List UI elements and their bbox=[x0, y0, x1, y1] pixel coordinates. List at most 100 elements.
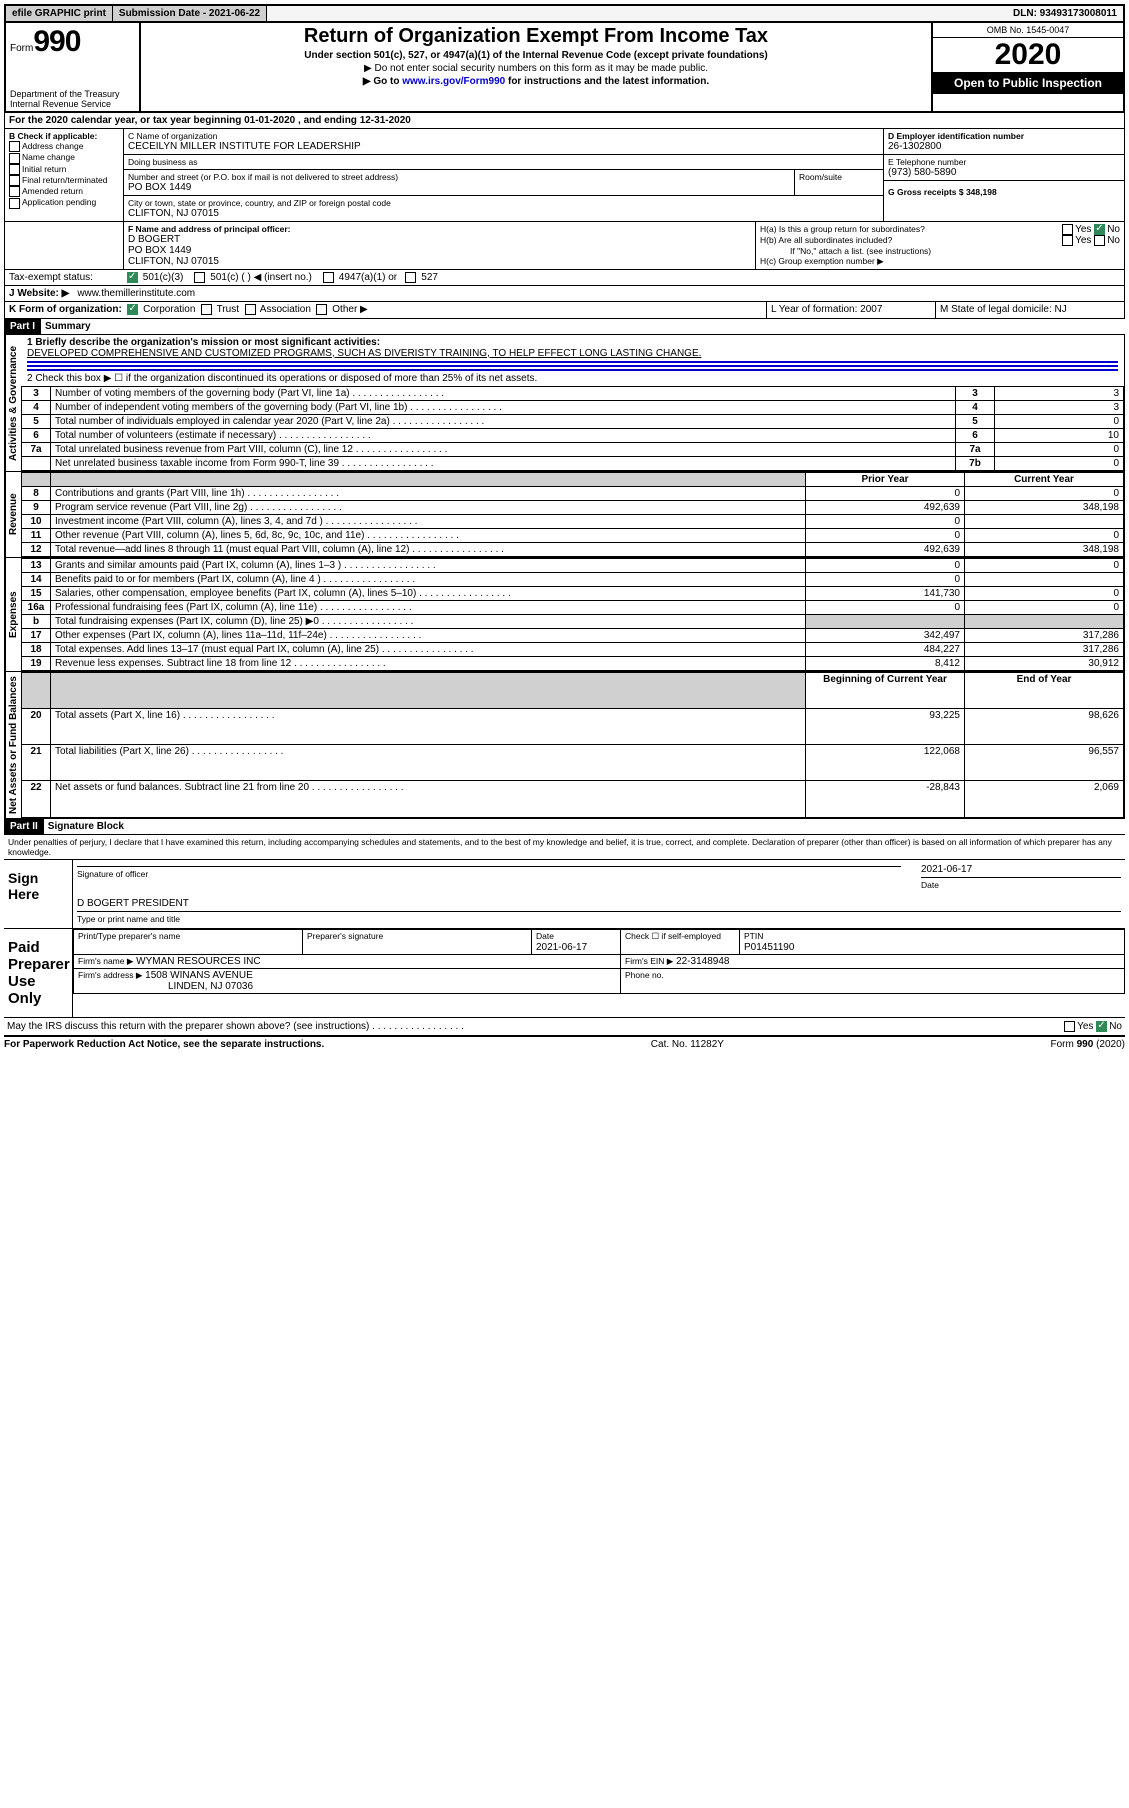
table-row: 15Salaries, other compensation, employee… bbox=[22, 586, 1124, 600]
table-row: 19Revenue less expenses. Subtract line 1… bbox=[22, 656, 1124, 670]
opt-final[interactable]: Final return/terminated bbox=[9, 175, 119, 186]
firm-ein-label: Firm's EIN ▶ bbox=[625, 956, 673, 966]
chk-trust[interactable] bbox=[201, 304, 212, 315]
part1-title: Summary bbox=[45, 321, 91, 332]
note2-pre: ▶ Go to bbox=[363, 76, 402, 87]
box-k: K Form of organization: Corporation Trus… bbox=[5, 302, 766, 317]
discuss-text: May the IRS discuss this return with the… bbox=[7, 1021, 1064, 1032]
declaration-text: Under penalties of perjury, I declare th… bbox=[4, 835, 1125, 860]
box-j: J Website: ▶ www.themillerinstitute.com bbox=[4, 286, 1125, 302]
side-expenses: Expenses bbox=[5, 558, 21, 671]
chk-assoc[interactable] bbox=[245, 304, 256, 315]
ein-value: 26-1302800 bbox=[888, 141, 1120, 152]
paid-preparer-row: Paid Preparer Use Only Print/Type prepar… bbox=[4, 929, 1125, 1018]
box-deg: D Employer identification number 26-1302… bbox=[884, 129, 1124, 221]
hb-no[interactable]: No bbox=[1107, 235, 1120, 246]
efile-print-button[interactable]: efile GRAPHIC print bbox=[6, 6, 113, 21]
hb-yes[interactable]: Yes bbox=[1075, 235, 1091, 246]
hb-label: H(b) Are all subordinates included? bbox=[760, 235, 892, 246]
discuss-yes: Yes bbox=[1077, 1021, 1093, 1032]
chk-other[interactable] bbox=[316, 304, 327, 315]
discuss-no-check[interactable] bbox=[1096, 1021, 1107, 1032]
box-i-label: Tax-exempt status: bbox=[5, 270, 123, 285]
firm-name-label: Firm's name ▶ bbox=[78, 956, 133, 966]
footer-right: Form 990 (2020) bbox=[1051, 1039, 1126, 1050]
chk-501c[interactable] bbox=[194, 272, 205, 283]
discuss-row: May the IRS discuss this return with the… bbox=[4, 1018, 1125, 1037]
topbar: efile GRAPHIC print Submission Date - 20… bbox=[4, 4, 1125, 23]
opt-527: 527 bbox=[421, 272, 438, 283]
form-number-block: Form990 Department of the Treasury Inter… bbox=[6, 23, 141, 111]
self-employed-check[interactable]: Check ☐ if self-employed bbox=[621, 929, 740, 954]
officer-addr2: CLIFTON, NJ 07015 bbox=[128, 256, 751, 267]
netassets-table: Beginning of Current YearEnd of Year20To… bbox=[21, 672, 1124, 818]
officer-name: D BOGERT bbox=[128, 234, 751, 245]
opt-pending[interactable]: Application pending bbox=[9, 197, 119, 208]
side-revenue: Revenue bbox=[5, 472, 21, 557]
city-value: CLIFTON, NJ 07015 bbox=[128, 208, 879, 219]
table-row: 4Number of independent voting members of… bbox=[22, 400, 1124, 414]
officer-addr1: PO BOX 1449 bbox=[128, 245, 751, 256]
box-b: B Check if applicable: Address change Na… bbox=[5, 129, 124, 221]
submission-date-button[interactable]: Submission Date - 2021-06-22 bbox=[113, 6, 267, 21]
chk-501c3[interactable] bbox=[127, 272, 138, 283]
dept-treasury: Department of the Treasury Internal Reve… bbox=[10, 89, 135, 109]
city-label: City or town, state or province, country… bbox=[128, 198, 879, 208]
firm-addr2-value: LINDEN, NJ 07036 bbox=[168, 981, 253, 992]
part1-header-row: Part I Summary bbox=[4, 319, 1125, 335]
box-b-label: B Check if applicable: bbox=[9, 131, 119, 141]
table-row: 22Net assets or fund balances. Subtract … bbox=[22, 781, 1124, 817]
table-row: 11Other revenue (Part VIII, column (A), … bbox=[22, 528, 1124, 542]
street-label: Number and street (or P.O. box if mail i… bbox=[128, 172, 790, 182]
phone-label: E Telephone number bbox=[888, 157, 1120, 167]
table-row: 16aProfessional fundraising fees (Part I… bbox=[22, 600, 1124, 614]
chk-4947[interactable] bbox=[323, 272, 334, 283]
dln-label: DLN: 93493173008011 bbox=[1007, 6, 1123, 21]
line-a: For the 2020 calendar year, or tax year … bbox=[4, 113, 1125, 129]
room-label: Room/suite bbox=[795, 170, 883, 195]
opt-initial[interactable]: Initial return bbox=[9, 164, 119, 175]
table-header-row: Prior YearCurrent Year bbox=[22, 472, 1124, 486]
irs-link[interactable]: www.irs.gov/Form990 bbox=[402, 76, 505, 87]
expenses-section: Expenses 13Grants and similar amounts pa… bbox=[4, 558, 1125, 672]
opt-address[interactable]: Address change bbox=[9, 141, 119, 152]
officer-printed: D BOGERT PRESIDENT bbox=[77, 898, 1121, 909]
discuss-no: No bbox=[1109, 1021, 1122, 1032]
opt-amended[interactable]: Amended return bbox=[9, 186, 119, 197]
box-f: F Name and address of principal officer:… bbox=[124, 222, 756, 269]
box-f-label: F Name and address of principal officer: bbox=[128, 224, 751, 234]
table-row: 5Total number of individuals employed in… bbox=[22, 414, 1124, 428]
form-header: Form990 Department of the Treasury Inter… bbox=[4, 23, 1125, 113]
sig-date-label: Date bbox=[921, 880, 1121, 890]
firm-name-value: WYMAN RESOURCES INC bbox=[136, 956, 260, 967]
note-ssn: ▶ Do not enter social security numbers o… bbox=[143, 63, 929, 74]
box-h: H(a) Is this a group return for subordin… bbox=[756, 222, 1124, 269]
table-row: 17Other expenses (Part IX, column (A), l… bbox=[22, 628, 1124, 642]
part1-badge: Part I bbox=[4, 319, 41, 334]
ha-label: H(a) Is this a group return for subordin… bbox=[760, 224, 925, 235]
ha-no[interactable]: No bbox=[1107, 224, 1120, 235]
firm-addr1-value: 1508 WINANS AVENUE bbox=[145, 970, 253, 981]
table-row: 3Number of voting members of the governi… bbox=[22, 386, 1124, 400]
gross-receipts: G Gross receipts $ 348,198 bbox=[884, 181, 1124, 203]
ha-yes[interactable]: Yes bbox=[1075, 224, 1091, 235]
preparer-table: Print/Type preparer's name Preparer's si… bbox=[73, 929, 1125, 994]
chk-corp[interactable] bbox=[127, 304, 138, 315]
hc-label: H(c) Group exemption number ▶ bbox=[760, 256, 1120, 267]
table-row: 21Total liabilities (Part X, line 26)122… bbox=[22, 745, 1124, 781]
part2-badge: Part II bbox=[4, 819, 44, 834]
box-i: Tax-exempt status: 501(c)(3) 501(c) ( ) … bbox=[4, 270, 1125, 286]
table-row: 20Total assets (Part X, line 16)93,22598… bbox=[22, 708, 1124, 744]
opt-name[interactable]: Name change bbox=[9, 152, 119, 163]
dba-label: Doing business as bbox=[128, 157, 879, 167]
table-row: 18Total expenses. Add lines 13–17 (must … bbox=[22, 642, 1124, 656]
chk-527[interactable] bbox=[405, 272, 416, 283]
discuss-yes-check[interactable] bbox=[1064, 1021, 1075, 1032]
table-row: 8Contributions and grants (Part VIII, li… bbox=[22, 486, 1124, 500]
org-name: CECEILYN MILLER INSTITUTE FOR LEADERSHIP bbox=[128, 141, 879, 152]
klm-row: K Form of organization: Corporation Trus… bbox=[4, 302, 1125, 318]
paid-preparer-label: Paid Preparer Use Only bbox=[4, 929, 72, 1017]
table-row: 10Investment income (Part VIII, column (… bbox=[22, 514, 1124, 528]
side-governance: Activities & Governance bbox=[5, 335, 21, 471]
prep-date-value: 2021-06-17 bbox=[536, 942, 587, 953]
